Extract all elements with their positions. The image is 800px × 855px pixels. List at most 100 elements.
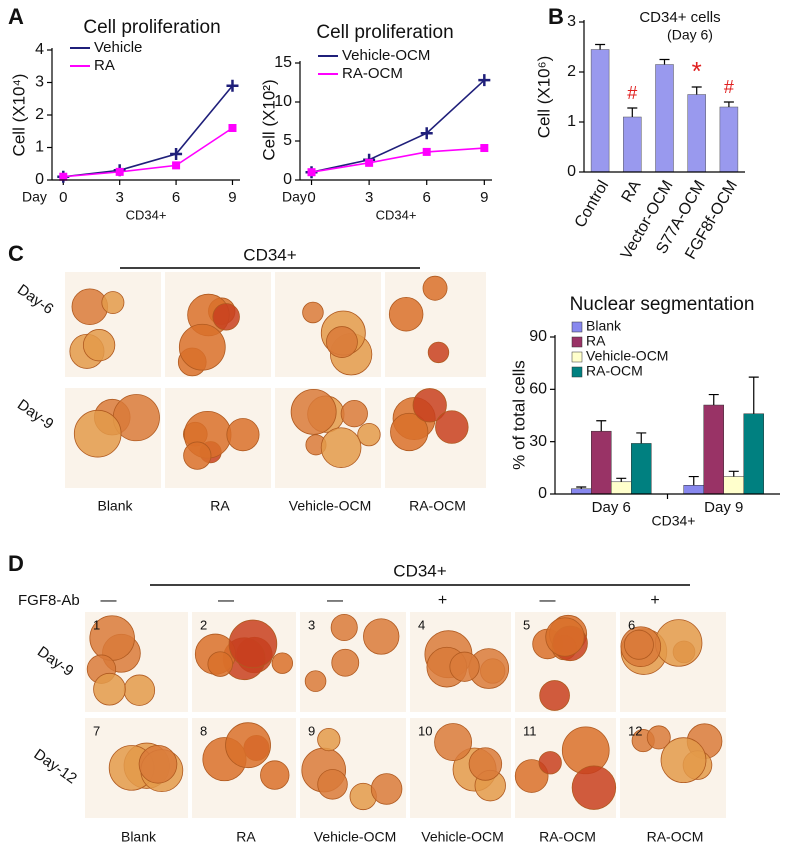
- cell: [422, 275, 448, 301]
- column-label: Blank: [97, 498, 133, 514]
- cell: [623, 629, 654, 660]
- y-tick-label: 3: [567, 13, 576, 30]
- antibody-sign: +: [438, 592, 447, 609]
- series-line: [63, 85, 234, 178]
- image-number: 11: [523, 723, 537, 738]
- legend-label: RA-OCM: [342, 65, 403, 82]
- panel-header: CD34+: [243, 245, 296, 264]
- cell: [178, 323, 226, 371]
- x-tick-label: 3: [116, 189, 124, 206]
- series-line: [311, 79, 485, 173]
- image-number: 6: [628, 617, 635, 632]
- cell: [302, 301, 324, 324]
- bar: [611, 481, 632, 495]
- y-axis-label: Cell (X10⁴): [9, 74, 28, 157]
- error-bar: [691, 86, 702, 95]
- y-tick-label: 0: [283, 171, 292, 188]
- x-axis-label: CD34+: [126, 207, 167, 222]
- error-bar: [595, 43, 606, 50]
- cell: [138, 744, 178, 784]
- cell: [654, 619, 703, 667]
- cell: [427, 341, 450, 364]
- marker: [59, 172, 68, 181]
- cell: [93, 672, 126, 706]
- cell: [370, 773, 403, 805]
- y-tick-label: 5: [283, 132, 292, 149]
- cell: [123, 674, 156, 706]
- x-tick-label: 0: [59, 189, 67, 206]
- marker: [226, 79, 239, 92]
- image-number: 5: [523, 617, 530, 632]
- x-tick-label: 3: [365, 189, 373, 206]
- cell: [434, 723, 473, 761]
- x-start-label: Day: [22, 189, 47, 205]
- row-label: Day-9: [14, 396, 57, 433]
- x-tick-label: 6: [172, 189, 180, 206]
- marker: [170, 148, 183, 160]
- bar: [571, 488, 592, 495]
- cell: [304, 670, 327, 692]
- legend-label: RA: [94, 57, 115, 74]
- row-label: Day-6: [14, 281, 57, 318]
- cell: [412, 388, 447, 423]
- marker: [365, 158, 374, 167]
- legend-swatch: [571, 366, 583, 378]
- series-line: [311, 147, 485, 173]
- legend-label: RA-OCM: [586, 363, 643, 379]
- cell: [317, 769, 348, 800]
- cell: [435, 410, 469, 444]
- bar: [703, 404, 724, 495]
- column-label: RA: [210, 498, 230, 514]
- y-tick-label: 1: [35, 139, 44, 156]
- cell: [363, 618, 400, 655]
- image-number: 2: [200, 617, 207, 632]
- cell: [449, 651, 480, 682]
- image-number: 10: [418, 723, 432, 738]
- cell: [183, 441, 212, 470]
- marker: [115, 167, 124, 176]
- legend-swatch: [571, 336, 583, 348]
- marker: [228, 124, 237, 132]
- cell: [101, 291, 125, 315]
- x-tick-label: RA: [619, 177, 645, 205]
- cell: [326, 326, 358, 358]
- column-label: RA-OCM: [647, 829, 704, 845]
- panel-label: C: [8, 241, 24, 266]
- bar: [719, 106, 739, 173]
- cell: [225, 722, 271, 769]
- bar: [623, 116, 642, 173]
- cell: [228, 619, 278, 669]
- y-tick-label: 1: [567, 113, 576, 130]
- image-number: 12: [628, 723, 642, 738]
- error-bar: [728, 470, 739, 477]
- marker: [307, 168, 316, 177]
- y-tick-label: 15: [274, 54, 292, 71]
- error-bar: [748, 376, 759, 414]
- error-bar: [688, 475, 699, 486]
- error-bar: [659, 58, 670, 65]
- cell: [357, 422, 381, 447]
- image-number: 8: [200, 723, 207, 738]
- chart-subtitle: (Day 6): [667, 27, 713, 43]
- bar: [590, 49, 610, 173]
- panel-label: A: [8, 4, 24, 29]
- antibody-sign: +: [650, 592, 659, 609]
- y-tick-label: 90: [529, 328, 547, 345]
- antibody-sign: —: [327, 592, 343, 609]
- chart-title: Cell proliferation: [316, 22, 453, 43]
- error-bar: [596, 420, 607, 432]
- marker: [420, 127, 433, 140]
- bar: [687, 94, 706, 173]
- cell: [390, 412, 429, 452]
- significance-mark: #: [724, 77, 734, 97]
- error-bar: [708, 393, 719, 406]
- antibody-label: FGF8-Ab: [18, 592, 80, 609]
- legend-label: Vehicle: [94, 39, 142, 56]
- cell: [212, 303, 240, 331]
- image-number: 9: [308, 723, 315, 738]
- y-tick-label: 10: [274, 93, 292, 110]
- bar: [655, 64, 674, 173]
- marker: [480, 144, 489, 153]
- cell: [290, 388, 337, 435]
- x-tick-label: 0: [307, 189, 315, 206]
